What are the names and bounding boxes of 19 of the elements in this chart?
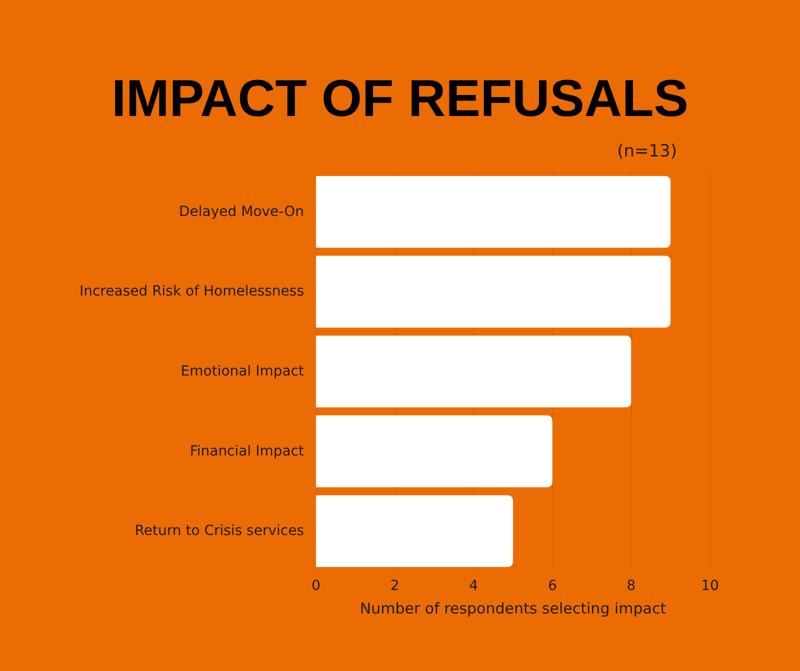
bar: [316, 336, 632, 408]
x-axis-title: Number of respondents selecting impact: [360, 600, 666, 618]
x-tick-label: 6: [548, 578, 557, 594]
x-tick-label: 8: [626, 578, 636, 594]
y-tick-label: Financial Impact: [190, 443, 304, 460]
chart-subtitle: (n=13): [617, 142, 678, 162]
x-tick-label: 0: [312, 578, 320, 594]
bar: [316, 495, 513, 568]
y-tick-label: Increased Risk of Homelessness: [79, 284, 304, 300]
x-tick-label: 10: [701, 578, 719, 594]
x-tick-label: 2: [390, 578, 400, 594]
bar: [316, 176, 671, 248]
x-tick-label: 4: [469, 578, 478, 594]
y-tick-label: Emotional Impact: [180, 364, 304, 380]
chart-title: IMPACT OF REFUSALS: [112, 70, 688, 128]
bar: [316, 415, 552, 488]
bar: [316, 256, 671, 328]
y-tick-label: Return to Crisis services: [134, 523, 304, 540]
y-tick-label: Delayed Move-On: [179, 204, 304, 220]
